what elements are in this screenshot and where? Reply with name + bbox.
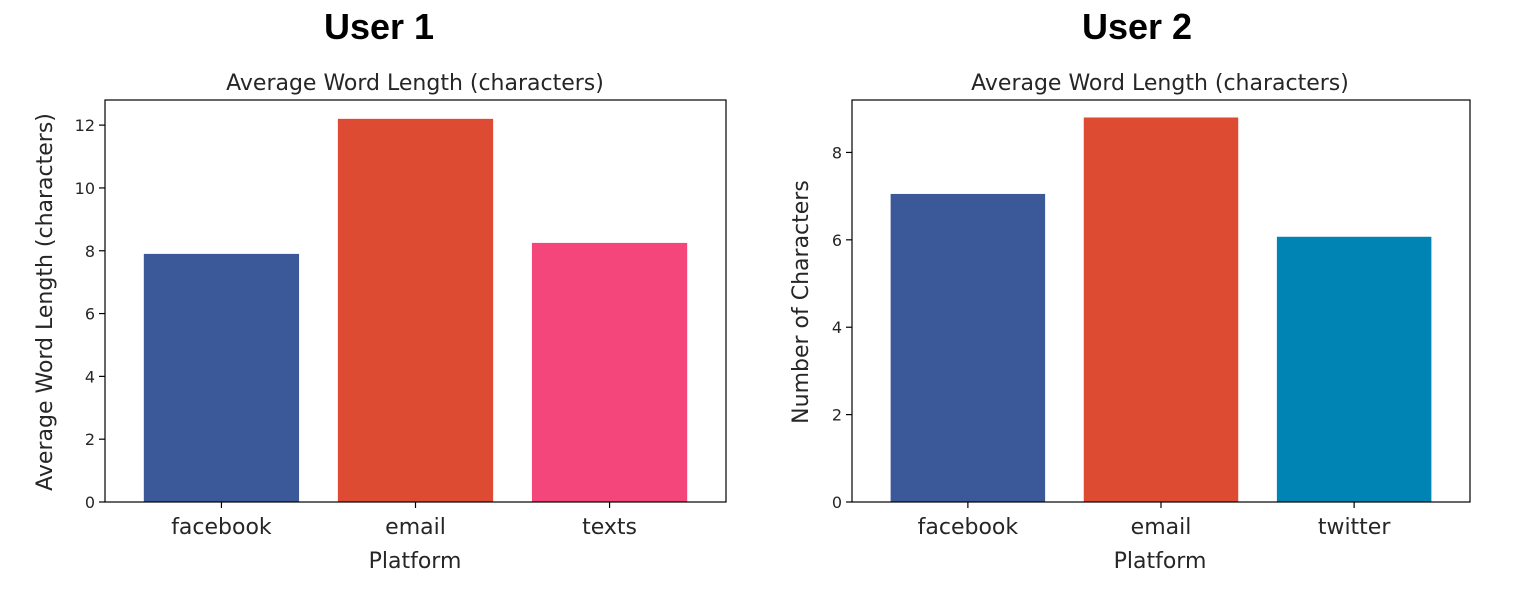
y-tick-label: 8 <box>832 143 842 162</box>
y-tick-label: 10 <box>75 179 95 198</box>
x-tick-label: facebook <box>171 515 272 540</box>
y-tick-label: 4 <box>832 318 842 337</box>
x-tick-label: texts <box>582 515 637 540</box>
x-axis-label: Platform <box>1114 549 1207 574</box>
y-tick-label: 2 <box>832 406 842 425</box>
chart-title: Average Word Length (characters) <box>226 71 604 96</box>
bar-facebook <box>143 253 300 502</box>
bar-texts <box>531 242 688 502</box>
y-axis-label: Average Word Length (characters) <box>33 113 58 491</box>
chart-heading-user-2: User 2 <box>1081 6 1193 47</box>
x-axis-label: Platform <box>369 549 462 574</box>
bar-twitter <box>1276 236 1432 502</box>
x-tick-label: facebook <box>918 515 1019 540</box>
y-axis-label: Number of Characters <box>789 180 814 424</box>
y-tick-label: 0 <box>85 493 95 512</box>
x-tick-label: email <box>385 515 446 540</box>
bar-facebook <box>890 193 1046 502</box>
bar-chart-user-1: Average Word Length (characters) Platfor… <box>33 71 727 574</box>
chart-heading-user-1: User 1 <box>323 6 435 47</box>
bar-chart-user-2: Average Word Length (characters) Platfor… <box>789 71 1471 574</box>
y-tick-label: 6 <box>85 305 95 324</box>
x-tick-label: email <box>1131 515 1192 540</box>
plot-frame <box>851 99 1471 503</box>
x-tick-label: twitter <box>1318 515 1392 540</box>
chart-panel-user-1: User 1 Average Word Length (characters) … <box>33 6 727 574</box>
y-tick-label: 6 <box>832 231 842 250</box>
y-tick-label: 4 <box>85 367 95 386</box>
plot-frame <box>104 99 727 503</box>
y-tick-label: 12 <box>75 116 95 135</box>
bar-email <box>337 118 494 502</box>
bar-email <box>1083 117 1239 502</box>
y-tick-label: 0 <box>832 493 842 512</box>
y-tick-label: 2 <box>85 430 95 449</box>
chart-title: Average Word Length (characters) <box>971 71 1349 96</box>
chart-panel-user-2: User 2 Average Word Length (characters) … <box>758 0 1516 591</box>
y-tick-label: 8 <box>85 242 95 261</box>
